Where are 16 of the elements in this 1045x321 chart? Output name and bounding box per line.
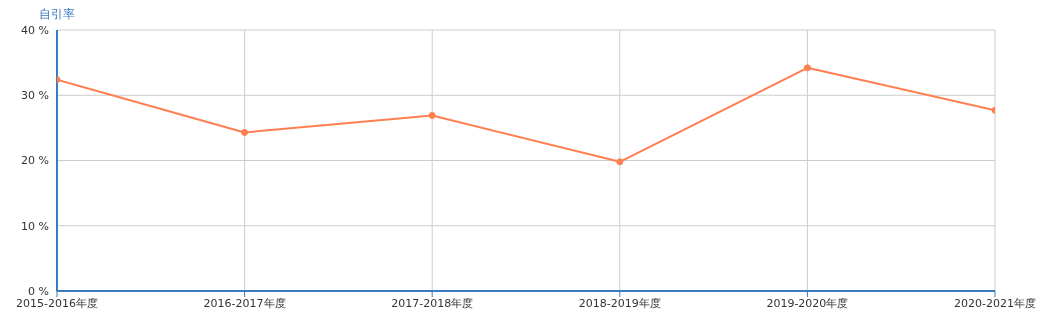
x-tick-label: 2020-2021年度 (954, 296, 1036, 310)
y-tick-label: 30 % (21, 89, 49, 103)
point (241, 128, 249, 136)
x-tick-label: 2018-2019年度 (578, 296, 661, 310)
y-axis-title: 自引率 (39, 6, 75, 23)
point (428, 111, 436, 119)
point (616, 158, 624, 166)
x-tick-label: 2015-2016年度 (16, 296, 98, 310)
y-tick-label: 10 % (21, 219, 49, 233)
point (803, 64, 811, 72)
y-tick-label: 40 % (21, 23, 49, 37)
x-tick-label: 2016-2017年度 (203, 296, 286, 310)
x-tick-label: 2019-2020年度 (766, 296, 849, 310)
y-tick-label: 0 % (28, 284, 49, 298)
x-tick-label: 2017-2018年度 (391, 296, 474, 310)
y-tick-label: 20 % (21, 154, 49, 168)
